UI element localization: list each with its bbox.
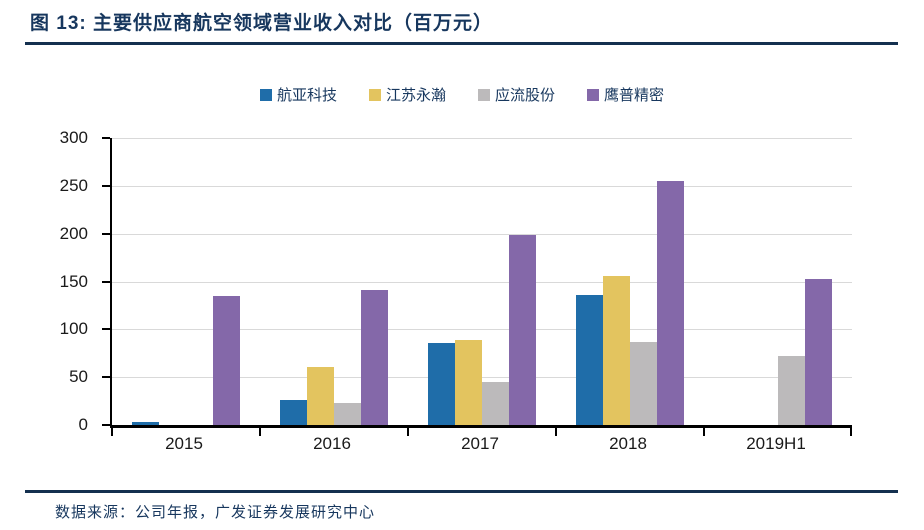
legend-item: 应流股份 bbox=[478, 84, 555, 105]
x-axis-label: 2015 bbox=[165, 434, 203, 453]
y-axis-tick bbox=[102, 232, 110, 235]
figure-title: 图 13: 主要供应商航空领域营业收入对比（百万元） bbox=[30, 13, 494, 34]
legend-swatch bbox=[587, 88, 600, 101]
y-axis-label: 100 bbox=[59, 319, 88, 339]
bar bbox=[213, 295, 240, 425]
footer-divider bbox=[25, 490, 898, 493]
gridline bbox=[112, 329, 852, 331]
bar bbox=[630, 341, 657, 425]
y-axis-tick bbox=[102, 280, 110, 283]
y-axis-label: 250 bbox=[59, 175, 88, 195]
bar bbox=[455, 339, 482, 425]
legend-label: 航亚科技 bbox=[276, 87, 337, 104]
title-divider bbox=[25, 42, 898, 45]
y-axis-label: 200 bbox=[59, 223, 88, 243]
bar bbox=[132, 422, 159, 425]
gridline bbox=[112, 233, 852, 235]
x-axis-labels: 2015 2016 2017 2018 2019H1 bbox=[110, 434, 850, 454]
y-axis-label: 0 bbox=[78, 415, 88, 434]
bar bbox=[334, 403, 361, 425]
x-axis-tick bbox=[850, 428, 852, 436]
y-axis-label: 50 bbox=[69, 367, 88, 387]
legend-swatch bbox=[368, 88, 381, 101]
bar bbox=[361, 290, 388, 425]
x-axis-label: 2017 bbox=[461, 434, 499, 453]
y-axis-tick bbox=[102, 424, 110, 426]
legend-item: 江苏永瀚 bbox=[368, 84, 446, 105]
legend-label: 江苏永瀚 bbox=[385, 87, 446, 104]
x-axis-tick bbox=[259, 428, 261, 436]
legend-swatch bbox=[259, 88, 272, 101]
chart-legend: 航亚科技 江苏永瀚 应流股份 鹰普精密 bbox=[0, 84, 924, 105]
bar-groups bbox=[112, 138, 852, 425]
bar-group bbox=[704, 138, 852, 425]
plot-area bbox=[102, 137, 852, 436]
y-axis-tick bbox=[102, 184, 110, 187]
x-axis-label: 2018 bbox=[609, 434, 647, 453]
y-axis-tick bbox=[102, 137, 110, 139]
y-axis-tick bbox=[102, 328, 110, 331]
bar-group bbox=[408, 138, 556, 425]
bar bbox=[778, 356, 805, 425]
legend-swatch bbox=[478, 88, 490, 101]
bar bbox=[603, 275, 630, 425]
bar bbox=[482, 381, 509, 425]
bar bbox=[509, 234, 536, 425]
y-axis-labels: 0 50 100 150 200 250 300 bbox=[0, 129, 96, 434]
bar bbox=[307, 366, 334, 425]
bar-group bbox=[556, 138, 704, 425]
x-axis-tick bbox=[703, 428, 705, 436]
legend-item: 航亚科技 bbox=[259, 84, 337, 105]
bar bbox=[576, 294, 603, 425]
gridline bbox=[112, 185, 852, 187]
bar bbox=[805, 278, 832, 425]
y-axis-label: 150 bbox=[59, 271, 88, 291]
x-axis-label: 2019H1 bbox=[746, 434, 806, 453]
bar bbox=[280, 400, 307, 425]
legend-item: 鹰普精密 bbox=[587, 84, 664, 105]
x-axis-tick bbox=[407, 428, 409, 436]
bar-group bbox=[260, 138, 408, 425]
legend-label: 鹰普精密 bbox=[604, 87, 665, 104]
x-axis-tick bbox=[555, 428, 557, 436]
bar-group bbox=[112, 138, 260, 425]
bar bbox=[657, 181, 684, 425]
gridline bbox=[112, 377, 852, 379]
x-axis-label: 2016 bbox=[313, 434, 351, 453]
gridline bbox=[112, 138, 852, 139]
data-source: 数据来源：公司年报，广发证券发展研究中心 bbox=[55, 504, 376, 521]
gridline bbox=[112, 281, 852, 283]
y-axis-label: 300 bbox=[59, 128, 88, 147]
legend-label: 应流股份 bbox=[495, 87, 556, 104]
x-axis-tick bbox=[111, 428, 113, 436]
bar bbox=[428, 342, 455, 425]
y-axis-tick bbox=[102, 376, 110, 379]
